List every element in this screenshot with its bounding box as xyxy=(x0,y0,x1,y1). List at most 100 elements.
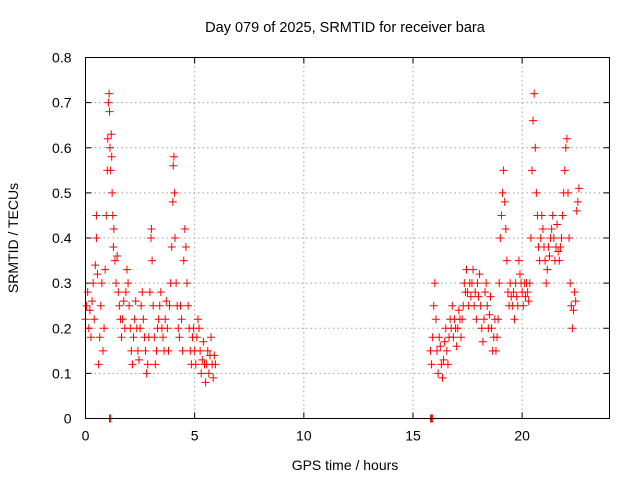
data-point xyxy=(115,301,124,310)
y-tick-label: 0.1 xyxy=(52,365,72,381)
data-point xyxy=(565,234,574,242)
grid xyxy=(85,57,610,419)
data-point xyxy=(525,279,534,288)
data-point xyxy=(495,279,504,288)
data-point xyxy=(452,342,461,351)
data-point xyxy=(557,234,566,242)
data-point xyxy=(196,346,205,355)
data-point xyxy=(105,143,114,152)
data-point xyxy=(500,197,509,206)
data-point xyxy=(193,315,202,324)
data-point xyxy=(434,369,443,378)
data-point xyxy=(118,315,127,324)
data-point xyxy=(530,89,539,98)
data-point xyxy=(494,315,503,324)
data-point xyxy=(436,342,445,351)
y-tick-label: 0.8 xyxy=(52,50,72,66)
data-point xyxy=(512,292,521,301)
data-points xyxy=(81,89,583,423)
data-point xyxy=(95,333,104,342)
data-point xyxy=(108,211,117,220)
data-point xyxy=(439,355,448,364)
data-point xyxy=(537,211,546,220)
data-point xyxy=(199,337,208,346)
data-point xyxy=(109,224,118,233)
data-point xyxy=(109,243,118,252)
data-point xyxy=(92,211,101,220)
data-point xyxy=(129,333,138,342)
data-point xyxy=(431,315,440,324)
data-point xyxy=(130,315,139,324)
data-point xyxy=(112,279,121,288)
data-point xyxy=(96,301,105,310)
data-point xyxy=(86,333,95,342)
data-point xyxy=(526,234,535,242)
x-axis-title: GPS time / hours xyxy=(292,457,399,473)
data-point xyxy=(183,279,192,288)
data-point xyxy=(117,333,126,342)
data-point xyxy=(148,256,157,265)
data-point xyxy=(121,288,130,297)
data-point xyxy=(429,301,438,310)
data-point xyxy=(207,333,216,342)
data-point xyxy=(519,301,528,310)
data-point xyxy=(433,346,442,355)
data-point xyxy=(156,288,165,297)
data-point xyxy=(105,89,114,98)
data-point xyxy=(474,292,483,301)
data-point xyxy=(543,265,552,274)
data-point xyxy=(481,288,490,297)
data-point xyxy=(514,256,523,265)
data-point xyxy=(107,152,116,161)
y-tick-label: 0.2 xyxy=(52,320,72,336)
data-point xyxy=(142,369,151,378)
data-point xyxy=(473,279,482,288)
data-point xyxy=(549,234,558,242)
data-point xyxy=(159,333,168,342)
data-point xyxy=(435,333,444,342)
data-point xyxy=(538,224,547,233)
data-point xyxy=(458,315,467,324)
data-point xyxy=(573,197,582,206)
data-point xyxy=(521,292,530,301)
y-tick-label: 0.3 xyxy=(52,275,72,291)
data-point xyxy=(106,166,115,175)
data-point xyxy=(566,279,575,288)
data-point xyxy=(211,360,220,369)
data-point xyxy=(564,188,573,197)
chart-title: Day 079 of 2025, SRMTID for receiver bar… xyxy=(205,20,486,36)
data-point xyxy=(527,166,536,175)
data-point xyxy=(479,315,488,324)
data-point xyxy=(491,346,500,355)
data-point xyxy=(454,306,463,315)
data-point xyxy=(171,234,180,242)
data-point xyxy=(482,279,491,288)
data-point xyxy=(524,297,533,306)
data-point xyxy=(167,243,176,252)
data-point xyxy=(91,261,100,270)
data-point xyxy=(84,324,93,333)
y-axis-title: SRMTID / TECUs xyxy=(5,183,21,293)
data-point xyxy=(147,224,156,233)
data-point xyxy=(181,243,190,252)
data-point xyxy=(163,324,172,333)
data-point xyxy=(554,247,563,256)
x-tick-label: 0 xyxy=(82,428,90,444)
plot-frame xyxy=(85,57,610,419)
data-point xyxy=(83,288,92,297)
data-point xyxy=(174,324,183,333)
data-point xyxy=(168,197,177,206)
data-point xyxy=(555,256,564,265)
data-point xyxy=(544,243,553,252)
data-point xyxy=(499,166,508,175)
data-point xyxy=(94,360,103,369)
data-point xyxy=(209,373,218,382)
data-point xyxy=(438,373,447,382)
data-point xyxy=(427,360,436,369)
data-point xyxy=(567,301,576,310)
data-point xyxy=(475,270,484,279)
data-point xyxy=(497,211,506,220)
data-point xyxy=(529,116,538,125)
data-point xyxy=(545,252,554,261)
data-point xyxy=(162,297,171,306)
